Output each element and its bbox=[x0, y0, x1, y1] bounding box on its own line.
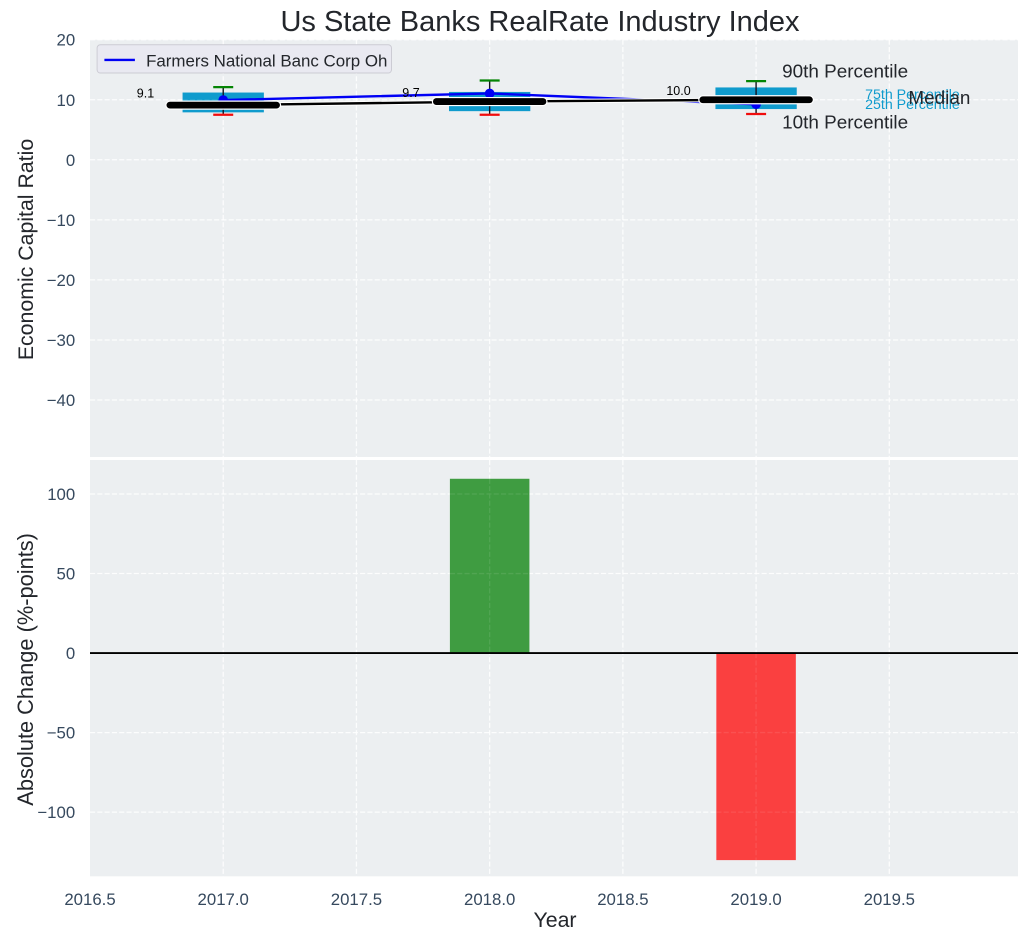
svg-text:2019.0: 2019.0 bbox=[730, 890, 781, 909]
svg-text:−100: −100 bbox=[37, 803, 75, 822]
svg-text:10th Percentile: 10th Percentile bbox=[782, 113, 908, 134]
svg-text:100: 100 bbox=[47, 485, 75, 504]
svg-text:25th Percentile: 25th Percentile bbox=[865, 97, 960, 113]
svg-text:2018.0: 2018.0 bbox=[464, 890, 515, 909]
svg-text:−10: −10 bbox=[47, 211, 75, 230]
svg-text:Median: Median bbox=[908, 88, 970, 109]
svg-text:2017.5: 2017.5 bbox=[331, 890, 382, 909]
svg-text:−30: −30 bbox=[47, 331, 75, 350]
svg-text:20: 20 bbox=[57, 31, 76, 50]
svg-text:2016.5: 2016.5 bbox=[64, 890, 115, 909]
svg-text:0: 0 bbox=[66, 151, 75, 170]
svg-text:2017.0: 2017.0 bbox=[198, 890, 249, 909]
svg-text:90th Percentile: 90th Percentile bbox=[782, 62, 908, 83]
svg-text:9.1: 9.1 bbox=[137, 86, 154, 100]
svg-text:−20: −20 bbox=[47, 271, 75, 290]
svg-text:50: 50 bbox=[57, 565, 76, 584]
svg-text:Farmers National Banc Corp Oh: Farmers National Banc Corp Oh bbox=[146, 52, 387, 71]
svg-text:Absolute Change (%-points): Absolute Change (%-points) bbox=[13, 533, 38, 806]
svg-text:0: 0 bbox=[66, 644, 75, 663]
svg-text:10.0: 10.0 bbox=[666, 84, 690, 98]
svg-text:−40: −40 bbox=[47, 391, 75, 410]
svg-text:Economic Capital Ratio: Economic Capital Ratio bbox=[14, 139, 38, 360]
svg-text:−50: −50 bbox=[47, 724, 75, 743]
svg-text:10: 10 bbox=[57, 91, 76, 110]
svg-text:Year: Year bbox=[533, 908, 576, 932]
svg-text:2019.5: 2019.5 bbox=[864, 890, 915, 909]
svg-text:75th Percentile: 75th Percentile bbox=[865, 87, 960, 103]
svg-text:Us State Banks RealRate Indust: Us State Banks RealRate Industry Index bbox=[280, 6, 800, 38]
svg-text:9.7: 9.7 bbox=[402, 86, 419, 100]
svg-text:2018.5: 2018.5 bbox=[597, 890, 648, 909]
